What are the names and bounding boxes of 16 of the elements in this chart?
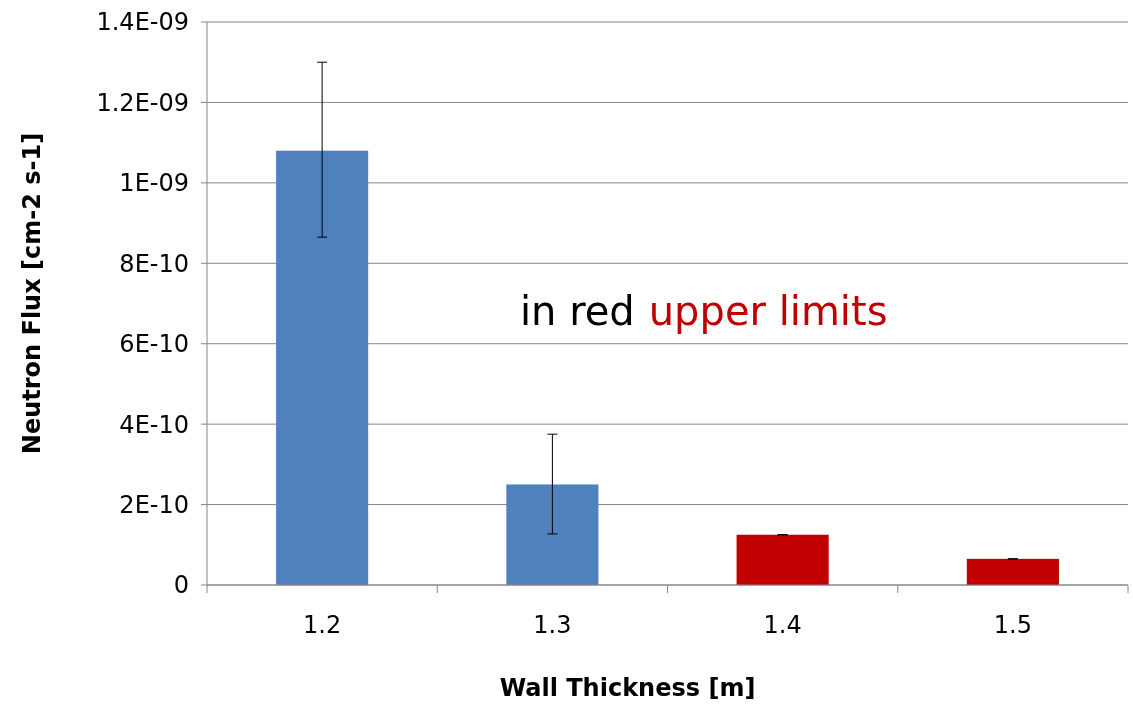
y-tick-label: 1.2E-09 bbox=[96, 88, 189, 117]
y-tick-label: 8E-10 bbox=[119, 249, 189, 278]
x-tick-label: 1.3 bbox=[533, 611, 572, 639]
annotation: upper limits bbox=[648, 288, 888, 334]
x-tick-label: 1.5 bbox=[993, 611, 1032, 639]
x-tick-label: 1.2 bbox=[303, 611, 342, 639]
y-tick-label: 6E-10 bbox=[119, 330, 189, 359]
y-tick-label: 1E-09 bbox=[119, 169, 189, 198]
y-tick-label: 0 bbox=[173, 571, 189, 600]
y-axis-title: Neutron Flux [cm-2 s-1] bbox=[18, 132, 46, 455]
y-tick-label: 2E-10 bbox=[119, 490, 189, 519]
x-tick-label: 1.4 bbox=[763, 611, 802, 639]
y-tick-label: 1.4E-09 bbox=[96, 8, 189, 37]
annotation: in red bbox=[520, 288, 635, 334]
y-tick-label: 4E-10 bbox=[119, 410, 189, 439]
x-axis-title: Wall Thickness [m] bbox=[499, 674, 756, 702]
